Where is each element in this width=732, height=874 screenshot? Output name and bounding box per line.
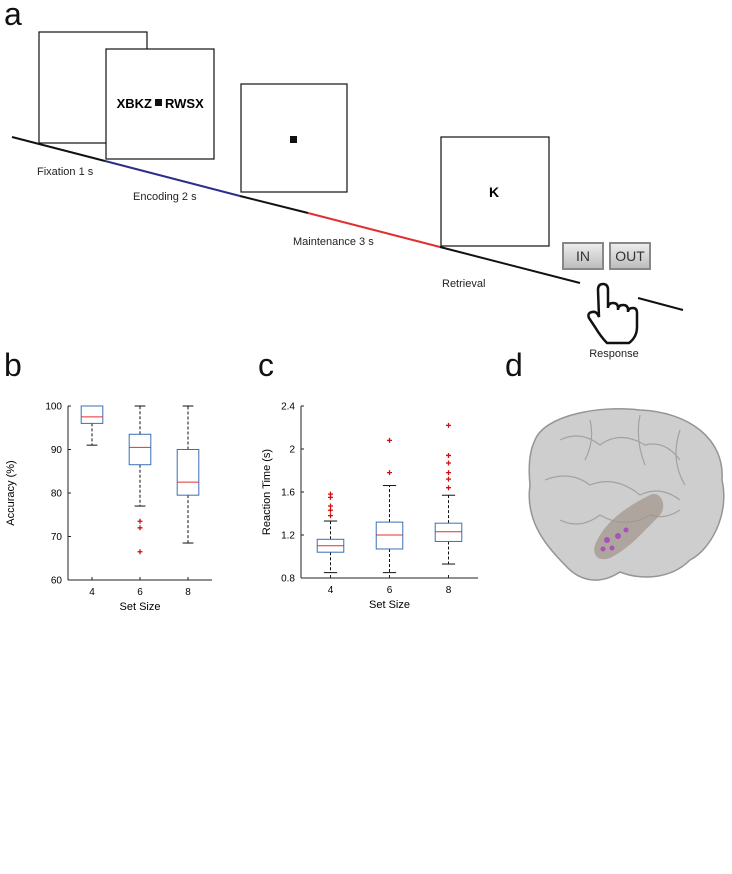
box (375, 521, 404, 550)
y-tick-label: 90 (51, 445, 63, 456)
timeline (11, 136, 106, 162)
outlier (137, 518, 143, 524)
outlier (387, 437, 392, 443)
y-axis-label: Accuracy (%) (5, 460, 17, 525)
phase-label: Maintenance 3 s (293, 236, 374, 248)
outlier (328, 507, 333, 513)
button-label[interactable]: IN (576, 248, 590, 264)
charts: 60 70 80 90 100 Accuracy (%) Set Size 4 6 8 0.8 1.2… (5, 402, 478, 613)
panel-label: a (4, 0, 22, 32)
timeline (637, 297, 684, 311)
phase-label: Retrieval (442, 278, 485, 290)
hand-icon (587, 282, 639, 345)
outlier (328, 513, 333, 519)
fixation-square (290, 136, 297, 143)
box (434, 522, 463, 542)
y-tick-label: 1.6 (281, 488, 295, 499)
outlier (446, 452, 451, 458)
y-tick-label: 70 (51, 532, 63, 543)
y-tick-label: 2.4 (281, 402, 295, 413)
panel-label: c (258, 347, 274, 383)
probe-screen (440, 136, 550, 247)
outlier (137, 525, 143, 531)
outlier (446, 485, 451, 491)
button[interactable] (562, 242, 604, 270)
x-tick-label: 6 (387, 585, 393, 596)
y-tick-label: 2 (289, 445, 295, 456)
outlier (328, 503, 333, 509)
x-axis-label: Set Size (369, 599, 410, 611)
timeline (239, 195, 309, 214)
y-axis-label: Reaction Time (s) (261, 449, 273, 535)
y-tick-label: 1.2 (281, 531, 295, 542)
phase-label: Fixation 1 s (37, 166, 94, 178)
outlier (446, 470, 451, 476)
y-tick-label: 60 (51, 576, 63, 587)
x-tick-label: 8 (185, 587, 191, 598)
outlier (446, 460, 451, 466)
x-tick-label: 8 (446, 585, 452, 596)
timeline-maintenance (307, 212, 441, 248)
box (128, 433, 152, 466)
x-axis-label: Set Size (120, 601, 161, 613)
outlier (387, 470, 392, 476)
y-tick-label: 0.8 (281, 574, 295, 585)
brain-image (528, 408, 725, 581)
x-tick-label: 4 (89, 587, 95, 598)
fixation-square (155, 99, 162, 106)
phase-label: Encoding 2 s (133, 191, 197, 203)
button[interactable] (609, 242, 651, 270)
panel-label: d (505, 347, 523, 383)
letters: XBKZ (117, 96, 152, 111)
outlier (328, 491, 333, 497)
outlier (137, 549, 143, 555)
outlier (446, 476, 451, 482)
x-tick-label: 6 (137, 587, 143, 598)
letters: RWSX (165, 96, 204, 111)
timeline (439, 246, 581, 284)
y-tick-label: 80 (51, 489, 63, 500)
button-label[interactable]: OUT (615, 248, 645, 264)
x-tick-label: 4 (328, 585, 334, 596)
response-label: Response (589, 348, 639, 360)
outlier (446, 422, 451, 428)
timeline-encoding (104, 160, 241, 197)
box (80, 405, 104, 424)
probe-letter: K (489, 184, 499, 200)
panel-label: b (4, 347, 22, 383)
y-tick-label: 100 (45, 402, 62, 413)
box (176, 449, 200, 496)
